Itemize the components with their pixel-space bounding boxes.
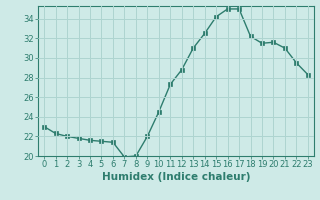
X-axis label: Humidex (Indice chaleur): Humidex (Indice chaleur) — [102, 172, 250, 182]
